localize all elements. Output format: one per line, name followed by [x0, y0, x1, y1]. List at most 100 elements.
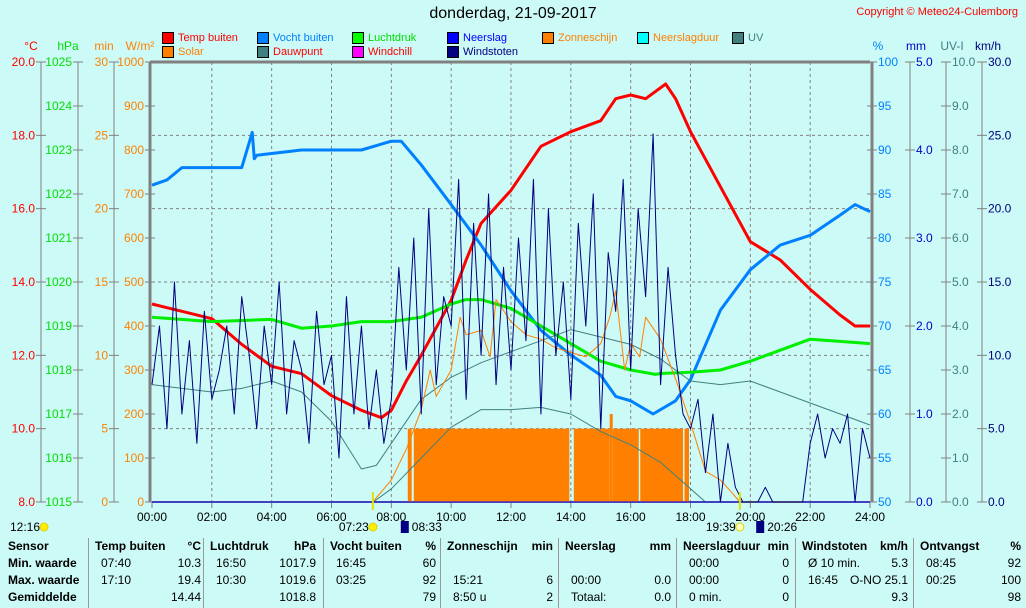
stats-cell-row: 00:00 0 — [683, 572, 789, 589]
legend-swatch — [257, 46, 269, 58]
stats-time: 10:30 — [216, 573, 247, 587]
sunshine-bar — [612, 428, 639, 502]
series-windstoten — [151, 133, 871, 503]
axis-tick-label-press: 1020 — [45, 275, 72, 289]
legend-label: Neerslagduur — [653, 32, 720, 44]
stats-time: 16:50 — [216, 556, 247, 570]
axis-tick-label-temp: 12.0 — [12, 348, 36, 362]
sun-event-label: 08:33 — [412, 520, 442, 534]
axis-tick-label-uv: 2.0 — [952, 407, 969, 421]
stats-header-unit: km/h — [879, 539, 908, 553]
legend-swatch — [637, 32, 649, 44]
axis-tick-label-temp: 20.0 — [12, 55, 36, 69]
series-solar — [152, 290, 870, 503]
sunshine-bar — [609, 414, 613, 502]
stats-value: 1017.9 — [279, 556, 316, 570]
stats-cell-row: 98 — [920, 589, 1021, 606]
chart-title: donderdag, 21-09-2017 — [429, 5, 597, 22]
stats-time: 00:00 — [571, 573, 602, 587]
axis-tick-label-wind: 15.0 — [988, 275, 1012, 289]
stats-header-unit: min — [531, 539, 553, 553]
stats-time: 07:40 — [101, 556, 132, 570]
stats-value: 0 — [782, 590, 789, 604]
axis-tick-label-press: 1021 — [45, 231, 72, 245]
stats-value: 6 — [546, 573, 553, 587]
axis-tick-label-hum: 95 — [878, 99, 892, 113]
stats-cell-row: 00:25 100 — [920, 572, 1021, 589]
sun-event-label: 20:26 — [767, 520, 797, 534]
axis-unit-temp: °C — [24, 39, 38, 53]
stats-header: Temp buiten °C — [95, 538, 201, 555]
axis-tick-label-rain: 0.0 — [916, 495, 933, 509]
legend-item-dauwpunt: Dauwpunt — [257, 46, 323, 58]
column-separator — [676, 538, 677, 608]
axis-tick-label-sunmin: 30 — [95, 55, 109, 69]
axis-tick-label-solar: 500 — [124, 275, 144, 289]
axis-tick-label-solar: 800 — [124, 143, 144, 157]
axis-tick-label-hum: 90 — [878, 143, 892, 157]
axis-tick-label-press: 1018 — [45, 363, 72, 377]
stats-header-name: Luchtdruk — [210, 539, 269, 553]
column-separator — [795, 538, 796, 608]
legend-swatch — [162, 46, 174, 58]
stats-value: 1018.8 — [279, 590, 316, 604]
moonrise-icon — [756, 521, 765, 533]
axis-tick-label-rain: 3.0 — [916, 231, 933, 245]
x-tick-label: 24:00 — [855, 510, 885, 524]
legend-swatch — [447, 32, 459, 44]
axis-tick-label-uv: 6.0 — [952, 231, 969, 245]
axis-unit-hum: % — [873, 39, 884, 53]
axis-tick-label-solar: 200 — [124, 407, 144, 421]
stats-header-unit: % — [425, 539, 436, 553]
series-dauwpunt — [151, 329, 871, 470]
axis-tick-label-sunmin: 20 — [95, 202, 109, 216]
axis-tick-label-hum: 80 — [878, 231, 892, 245]
stats-cell-row — [565, 555, 671, 572]
axis-tick-label-temp: 14.0 — [12, 275, 36, 289]
stats-column-temp-buiten: Temp buiten °C 07:40 10.3 17:10 19.4 14.44 — [95, 538, 201, 608]
legend-item-vocht-buiten: Vocht buiten — [257, 32, 334, 44]
axis-tick-label-press: 1022 — [45, 187, 72, 201]
axis-tick-label-rain: 2.0 — [916, 319, 933, 333]
stats-value: 0.0 — [654, 590, 671, 604]
stats-row-labels: Sensor Min. waarde Max. waarde Gemiddelde — [8, 538, 88, 608]
stats-time: 00:00 — [689, 573, 720, 587]
stats-value: 92 — [1007, 556, 1021, 570]
axis-tick-label-uv: 10.0 — [952, 55, 976, 69]
axis-tick-label-wind: 5.0 — [988, 422, 1005, 436]
stats-header-unit: °C — [187, 539, 201, 553]
x-tick-label: 00:00 — [137, 510, 167, 524]
legend-item-temp-buiten: Temp buiten — [162, 32, 238, 44]
sun-icon — [39, 522, 49, 532]
legend-swatch — [162, 32, 174, 44]
stats-header-unit: hPa — [293, 539, 316, 553]
legend-label: Neerslag — [463, 32, 508, 44]
stats-time: 15:21 — [453, 573, 484, 587]
stats-cell-row: 8:50 u 2 — [447, 589, 553, 606]
axis-tick-label-solar: 900 — [124, 99, 144, 113]
axis-tick-label-uv: 1.0 — [952, 451, 969, 465]
stats-cell-row: 16:45 60 — [330, 555, 436, 572]
stats-cell-row: 00:00 0.0 — [565, 572, 671, 589]
legend-label: Zonneschijn — [558, 32, 618, 44]
axis-tick-label-wind: 10.0 — [988, 348, 1012, 362]
stats-time: 0 min. — [689, 590, 722, 604]
stats-header: Luchtdruk hPa — [210, 538, 316, 555]
axis-tick-label-temp: 8.0 — [18, 495, 35, 509]
series-temp-buiten — [151, 82, 870, 420]
stats-value: O-NO 25.1 — [849, 573, 908, 587]
stats-time: 16:45 — [808, 573, 839, 587]
sunshine-bar — [640, 428, 684, 502]
x-tick-label: 04:00 — [257, 510, 287, 524]
stats-value: 9.3 — [891, 590, 908, 604]
legend-label: Windstoten — [463, 46, 519, 58]
legend-swatch — [732, 32, 744, 44]
stats-cell-row: 0 min. 0 — [683, 589, 789, 606]
stats-column-vocht-buiten: Vocht buiten% 16:45 60 03:25 92 79 — [330, 538, 436, 608]
stats-value: 0 — [782, 556, 789, 570]
axis-tick-label-sunmin: 10 — [95, 348, 109, 362]
stats-cell-row: 16:45 O-NO 25.1 — [802, 572, 908, 589]
axis-unit-rain: mm — [906, 39, 926, 53]
axis-tick-label-temp: 16.0 — [12, 202, 36, 216]
stats-value: 100 — [1000, 573, 1021, 587]
